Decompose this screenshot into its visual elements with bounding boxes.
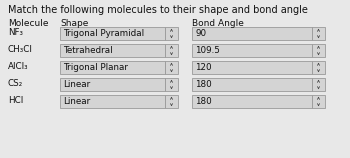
- Text: Trigonal Pyramidal: Trigonal Pyramidal: [63, 29, 144, 38]
- Bar: [192, 27, 312, 40]
- Bar: [312, 61, 325, 74]
- Bar: [60, 44, 165, 57]
- Bar: [192, 44, 312, 57]
- Bar: [192, 61, 312, 74]
- Text: Linear: Linear: [63, 80, 90, 89]
- Bar: [165, 95, 178, 108]
- Text: HCl: HCl: [8, 96, 23, 105]
- Text: Trigonal Planar: Trigonal Planar: [63, 63, 128, 72]
- Text: CS₂: CS₂: [8, 79, 23, 88]
- Bar: [60, 61, 165, 74]
- Bar: [165, 44, 178, 57]
- Text: Bond Angle: Bond Angle: [192, 19, 244, 28]
- Text: 180: 180: [195, 80, 212, 89]
- Text: Match the following molecules to their shape and bond angle: Match the following molecules to their s…: [8, 5, 308, 15]
- Bar: [60, 27, 165, 40]
- Text: AlCl₃: AlCl₃: [8, 62, 29, 71]
- Bar: [60, 95, 165, 108]
- Text: 109.5: 109.5: [195, 46, 220, 55]
- Text: NF₃: NF₃: [8, 28, 23, 37]
- Bar: [312, 27, 325, 40]
- Bar: [312, 78, 325, 91]
- Bar: [60, 78, 165, 91]
- Bar: [312, 44, 325, 57]
- Bar: [165, 78, 178, 91]
- Text: 120: 120: [195, 63, 212, 72]
- Text: CH₃Cl: CH₃Cl: [8, 45, 33, 54]
- Bar: [165, 27, 178, 40]
- Text: Tetrahedral: Tetrahedral: [63, 46, 113, 55]
- Text: Shape: Shape: [60, 19, 88, 28]
- Bar: [165, 61, 178, 74]
- Text: Molecule: Molecule: [8, 19, 49, 28]
- Text: Linear: Linear: [63, 97, 90, 106]
- Bar: [312, 95, 325, 108]
- Bar: [192, 95, 312, 108]
- Text: 90: 90: [195, 29, 206, 38]
- Bar: [192, 78, 312, 91]
- Text: 180: 180: [195, 97, 212, 106]
